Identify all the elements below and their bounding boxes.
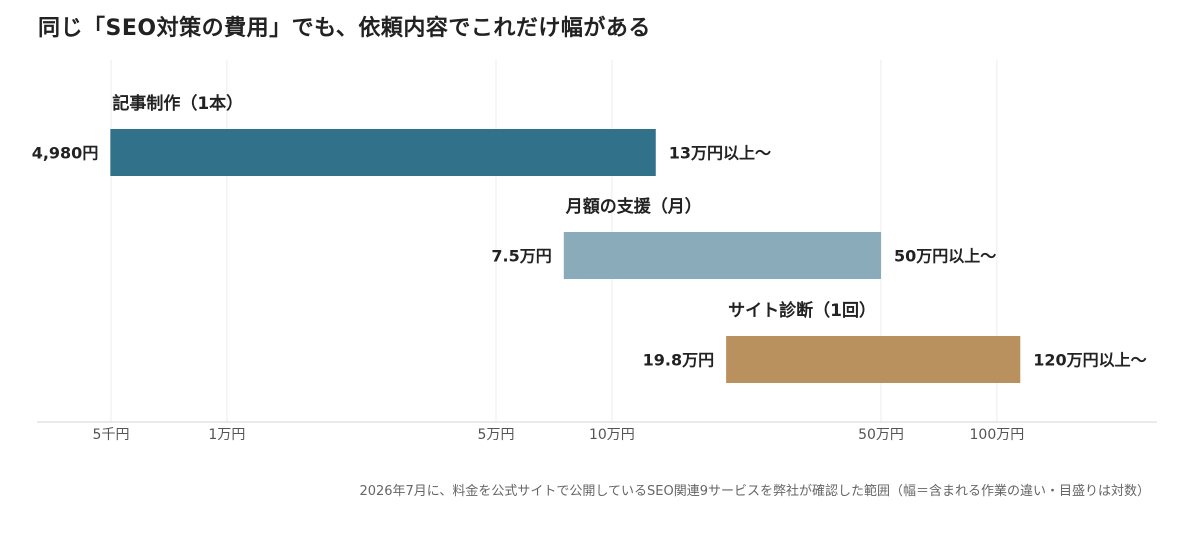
min-value-label-1: 7.5万円 (491, 247, 551, 266)
x-tick-label-3: 10万円 (589, 427, 635, 443)
range-bar-1 (563, 232, 881, 279)
max-value-label-0: 13万円以上〜 (669, 144, 771, 163)
x-tick-label-1: 1万円 (208, 427, 245, 443)
min-value-label-2: 19.8万円 (643, 351, 714, 370)
range-bar-2 (726, 336, 1021, 383)
chart-footnote: 2026年7月に、料金を公式サイトで公開しているSEO関連9サービスを弊社が確認… (359, 484, 1150, 499)
range-bar-chart: 5千円 1万円 5万円 10万円 50万円 100万円 記事制作（1本） 4,980円 13万円… (32, 60, 1157, 443)
x-tick-label-4: 50万円 (858, 427, 904, 443)
x-tick-label-2: 5万円 (478, 427, 515, 443)
series-label-0: 記事制作（1本） (112, 93, 243, 114)
min-value-label-0: 4,980円 (32, 144, 99, 163)
range-bar-0 (110, 129, 656, 176)
max-value-label-1: 50万円以上〜 (894, 247, 996, 266)
chart-title: 同じ「SEO対策の費用」でも、依頼内容でこれだけ幅がある (38, 16, 651, 41)
max-value-label-2: 120万円以上〜 (1033, 351, 1146, 370)
x-tick-label-0: 5千円 (93, 427, 130, 443)
x-tick-label-5: 100万円 (970, 427, 1025, 443)
series-label-2: サイト診断（1回） (728, 300, 876, 321)
series-label-1: 月額の支援（月） (565, 196, 702, 217)
